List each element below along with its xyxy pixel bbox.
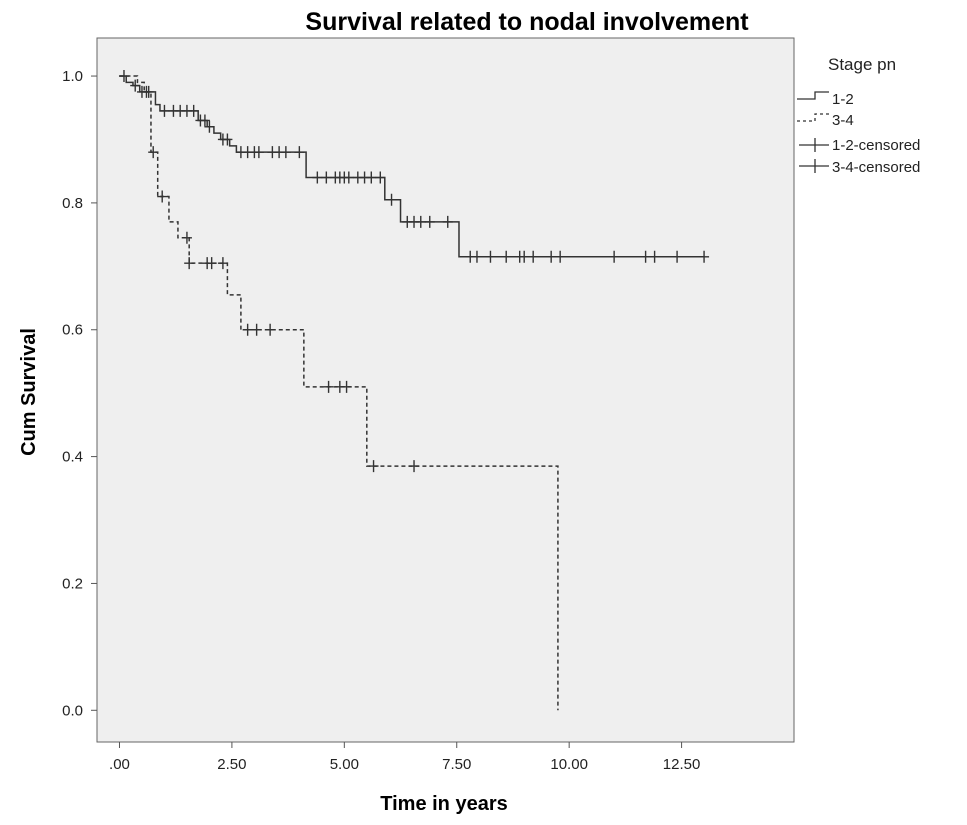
censor-mark-1-2: [159, 104, 170, 117]
x-tick-label: 5.00: [330, 756, 359, 773]
x-tick-labels: .00 2.50 5.00 7.50 10.00 12.50: [109, 756, 700, 773]
legend-swatch-1-2-censored: [799, 138, 829, 152]
y-tick-labels: 0.0 0.2 0.4 0.6 0.8 1.0: [62, 68, 83, 719]
x-tick-label: .00: [109, 756, 130, 773]
censor-mark-1-2: [253, 146, 264, 159]
censor-mark-3-4: [341, 380, 352, 393]
censor-mark-3-4: [265, 323, 276, 336]
y-axis-label: Cum Survival: [18, 328, 40, 456]
y-tick-label: 0.6: [62, 322, 83, 339]
x-tick-label: 2.50: [217, 756, 246, 773]
censor-mark-1-2: [375, 171, 386, 184]
survival-curve-1-2: [119, 75, 705, 258]
y-tick-label: 0.4: [62, 449, 83, 466]
censor-mark-1-2: [415, 215, 426, 228]
series-layer: [118, 70, 710, 711]
series-3-4: [119, 75, 559, 711]
legend-label-1-2-censored: 1-2-censored: [832, 137, 920, 154]
legend-label-3-4-censored: 3-4-censored: [832, 159, 920, 176]
censor-mark-1-2: [343, 171, 354, 184]
survival-curve-3-4: [119, 75, 559, 711]
censor-mark-1-2: [609, 250, 620, 263]
x-tick-label: 10.00: [550, 756, 588, 773]
censor-mark-3-4: [157, 190, 168, 203]
chart-title: Survival related to nodal involvement: [305, 8, 749, 36]
censor-mark-3-4: [148, 146, 159, 159]
censor-mark-1-2: [546, 250, 557, 263]
series-1-2: [118, 70, 710, 263]
x-axis-label: Time in years: [380, 793, 507, 815]
censor-mark-1-2: [528, 250, 539, 263]
censor-mark-3-4: [143, 85, 154, 98]
y-tick-label: 0.2: [62, 575, 83, 592]
censor-mark-3-4: [368, 460, 379, 473]
censor-mark-1-2: [649, 250, 660, 263]
legend-swatch-3-4-censored: [799, 159, 829, 173]
censor-mark-1-2: [130, 79, 141, 92]
censor-mark-1-2: [366, 171, 377, 184]
y-tick-label: 0.0: [62, 702, 83, 719]
censor-mark-3-4: [217, 257, 228, 270]
legend-swatch-3-4: [797, 113, 829, 122]
censor-mark-1-2: [501, 250, 512, 263]
censor-mark-3-4: [184, 257, 195, 270]
censor-mark-3-4: [323, 380, 334, 393]
censor-mark-3-4: [409, 460, 420, 473]
legend-label-1-2: 1-2: [832, 91, 854, 108]
censor-mark-1-2: [519, 250, 530, 263]
axis-ticks: [91, 75, 683, 748]
x-tick-label: 7.50: [442, 756, 471, 773]
censor-mark-1-2: [555, 250, 566, 263]
censor-mark-3-4: [251, 323, 262, 336]
legend-label-3-4: 3-4: [832, 112, 854, 129]
legend-swatch-1-2: [797, 91, 829, 100]
censor-mark-1-2: [199, 114, 210, 127]
censor-mark-1-2: [424, 215, 435, 228]
censor-mark-1-2: [471, 250, 482, 263]
censor-mark-1-2: [312, 171, 323, 184]
censor-mark-1-2: [188, 104, 199, 117]
censor-mark-1-2: [672, 250, 683, 263]
censor-mark-1-2: [294, 146, 305, 159]
censor-mark-3-4: [181, 231, 192, 244]
legend: Stage pn 1-2 3-4 1-2-censored 3-4-censor…: [797, 55, 920, 176]
censor-mark-1-2: [280, 146, 291, 159]
censor-mark-1-2: [699, 250, 710, 263]
censor-mark-1-2: [222, 133, 233, 146]
censor-mark-1-2: [485, 250, 496, 263]
y-tick-label: 1.0: [62, 68, 83, 85]
plot-area: [96, 37, 795, 743]
censor-mark-1-2: [640, 250, 651, 263]
y-tick-label: 0.8: [62, 195, 83, 212]
censor-mark-1-2: [442, 215, 453, 228]
censor-mark-1-2: [321, 171, 332, 184]
censor-mark-3-4: [206, 257, 217, 270]
legend-title: Stage pn: [828, 55, 896, 74]
censor-mark-3-4: [242, 323, 253, 336]
x-tick-label: 12.50: [663, 756, 701, 773]
censor-mark-1-2: [204, 120, 215, 133]
censor-mark-1-2: [386, 193, 397, 206]
